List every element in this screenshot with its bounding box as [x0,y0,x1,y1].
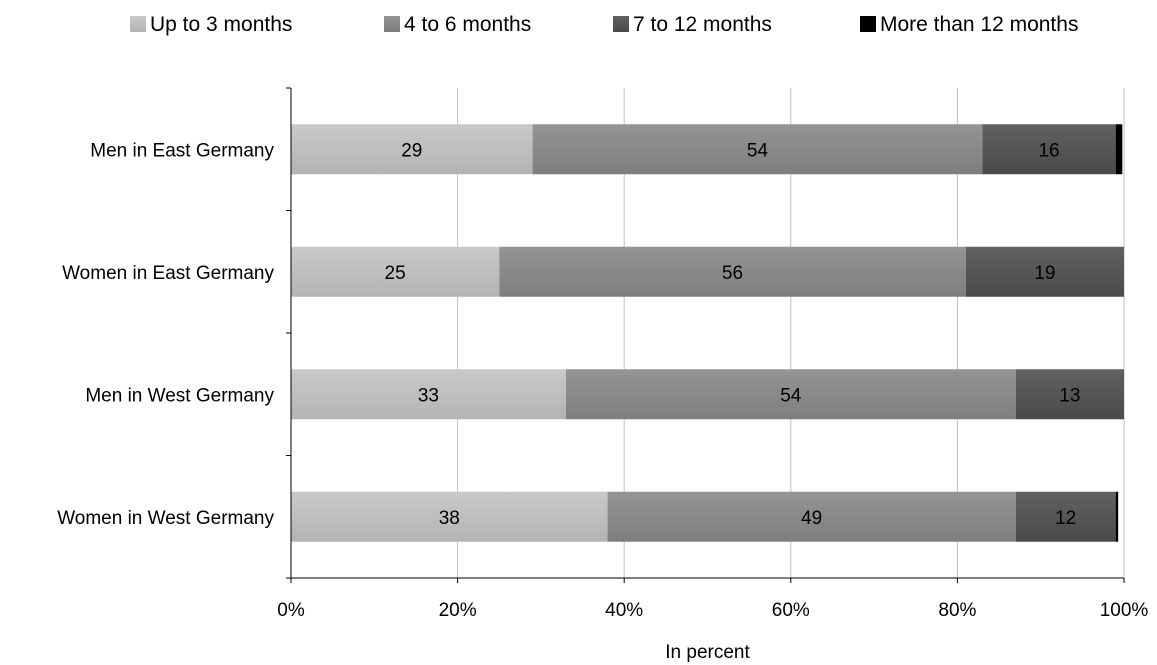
category-label: Men in East Germany [90,140,274,161]
bar-segment [982,124,1116,175]
legend-label: 7 to 12 months [633,13,772,36]
category-label: Women in East Germany [62,263,274,284]
x-axis-label: In percent [665,642,750,663]
legend-label: Up to 3 months [150,13,292,36]
data-label: 25 [385,263,406,284]
category-label: Women in West Germany [57,508,274,529]
legend-label: More than 12 months [880,13,1078,36]
bar-segment [965,246,1124,297]
data-label: 38 [439,508,460,529]
x-tick-label: 0% [277,600,305,621]
x-tick-label: 100% [1100,600,1149,621]
data-label: 13 [1059,385,1080,406]
bar-segment [291,246,500,297]
bar-segment [1115,491,1119,542]
data-label: 12 [1055,508,1076,529]
data-label: 54 [780,385,802,406]
bar-segment [291,369,566,420]
legend-swatch [613,16,629,32]
bar-segment [532,124,983,175]
legend-swatch [860,16,876,32]
axes [286,87,1125,583]
legend-swatch [130,16,146,32]
data-label: 33 [418,385,439,406]
data-label: 56 [722,263,743,284]
legend-label: 4 to 6 months [404,13,531,36]
data-label: 16 [1038,140,1059,161]
x-tick-label: 20% [439,600,477,621]
bar-segment [1115,124,1123,175]
bars: 29 54 16 25 56 19 33 54 13 38 49 12 [291,124,1124,542]
data-label: 54 [747,140,769,161]
tick-labels: 0% 20% 40% 60% 80% 100% [277,600,1148,621]
legend-swatch [384,16,400,32]
x-tick-label: 80% [938,600,976,621]
bar-segment [565,369,1016,420]
bar-segment [1015,369,1124,420]
bar-segment [607,491,1016,542]
bar-segment [499,246,966,297]
category-label: Men in West Germany [85,385,274,406]
bar-segment [1015,491,1116,542]
x-tick-label: 60% [772,600,810,621]
data-label: 19 [1034,263,1055,284]
bar-segment [291,491,608,542]
data-label: 29 [401,140,422,161]
legend: Up to 3 months 4 to 6 months 7 to 12 month… [130,13,1078,36]
x-tick-label: 40% [605,600,643,621]
bar-segment [291,124,533,175]
category-labels: Men in East Germany Women in East Germany… [57,140,274,529]
data-label: 49 [801,508,822,529]
